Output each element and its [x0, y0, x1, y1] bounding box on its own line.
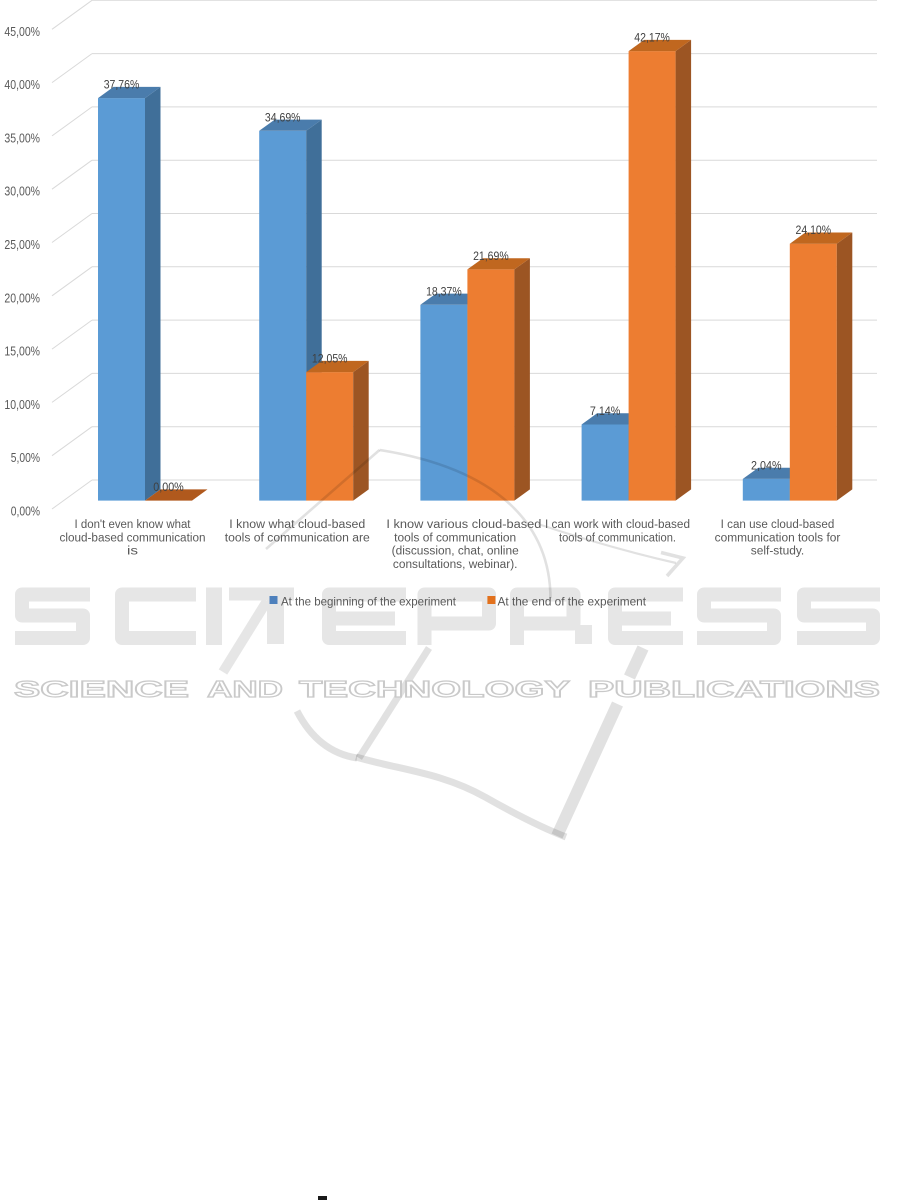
svg-text:40,00%: 40,00% — [4, 78, 40, 92]
svg-text:SCIENCE: SCIENCE — [14, 676, 189, 702]
svg-text:0,00%: 0,00% — [11, 505, 40, 519]
svg-text:I can work with cloud-based: I can work with cloud-based — [545, 519, 690, 531]
svg-text:0,00%: 0,00% — [153, 480, 184, 494]
svg-text:20,00%: 20,00% — [4, 291, 40, 305]
svg-text:PUBLICATIONS: PUBLICATIONS — [588, 676, 880, 702]
svg-text:42,17%: 42,17% — [634, 31, 670, 45]
svg-text:self-study.: self-study. — [751, 546, 805, 558]
svg-text:consultations, webinar).: consultations, webinar). — [393, 559, 518, 571]
svg-text:I know what cloud-based: I know what cloud-based — [229, 519, 365, 531]
svg-text:5,00%: 5,00% — [11, 451, 40, 465]
svg-text:24,10%: 24,10% — [796, 223, 832, 237]
svg-text:I can use cloud-based: I can use cloud-based — [721, 519, 835, 531]
svg-text:34,69%: 34,69% — [265, 110, 301, 124]
svg-text:communication tools for: communication tools for — [715, 532, 841, 544]
svg-text:(discussion, chat, online: (discussion, chat, online — [392, 546, 519, 558]
svg-text:45,00%: 45,00% — [4, 25, 40, 39]
svg-text:tools of communication: tools of communication — [394, 532, 516, 544]
svg-text:AND: AND — [207, 676, 283, 702]
svg-text:12,05%: 12,05% — [312, 352, 348, 366]
svg-text:tools of communication.: tools of communication. — [559, 532, 676, 544]
svg-text:10,00%: 10,00% — [4, 398, 40, 412]
svg-text:TECHNOLOGY: TECHNOLOGY — [299, 676, 570, 702]
svg-text:I don't even know what: I don't even know what — [75, 519, 192, 531]
svg-text:18,37%: 18,37% — [426, 284, 462, 298]
svg-text:7,14%: 7,14% — [590, 404, 621, 418]
svg-text:At the end of the experiment: At the end of the experiment — [498, 595, 647, 609]
svg-text:30,00%: 30,00% — [4, 185, 40, 199]
svg-text:I know various cloud-based: I know various cloud-based — [386, 519, 541, 531]
svg-text:cloud-based communication: cloud-based communication — [60, 532, 206, 544]
svg-text:2,04%: 2,04% — [751, 458, 782, 472]
svg-text:25,00%: 25,00% — [4, 238, 40, 252]
svg-text:tools of communication are: tools of communication are — [225, 532, 370, 544]
svg-text:35,00%: 35,00% — [4, 131, 40, 145]
svg-text:15,00%: 15,00% — [4, 345, 40, 359]
svg-text:37,76%: 37,76% — [104, 78, 140, 92]
svg-text:At the beginning of the experi: At the beginning of the experiment — [281, 595, 457, 609]
svg-text:21,69%: 21,69% — [473, 249, 509, 263]
svg-text:is: is — [127, 546, 138, 558]
